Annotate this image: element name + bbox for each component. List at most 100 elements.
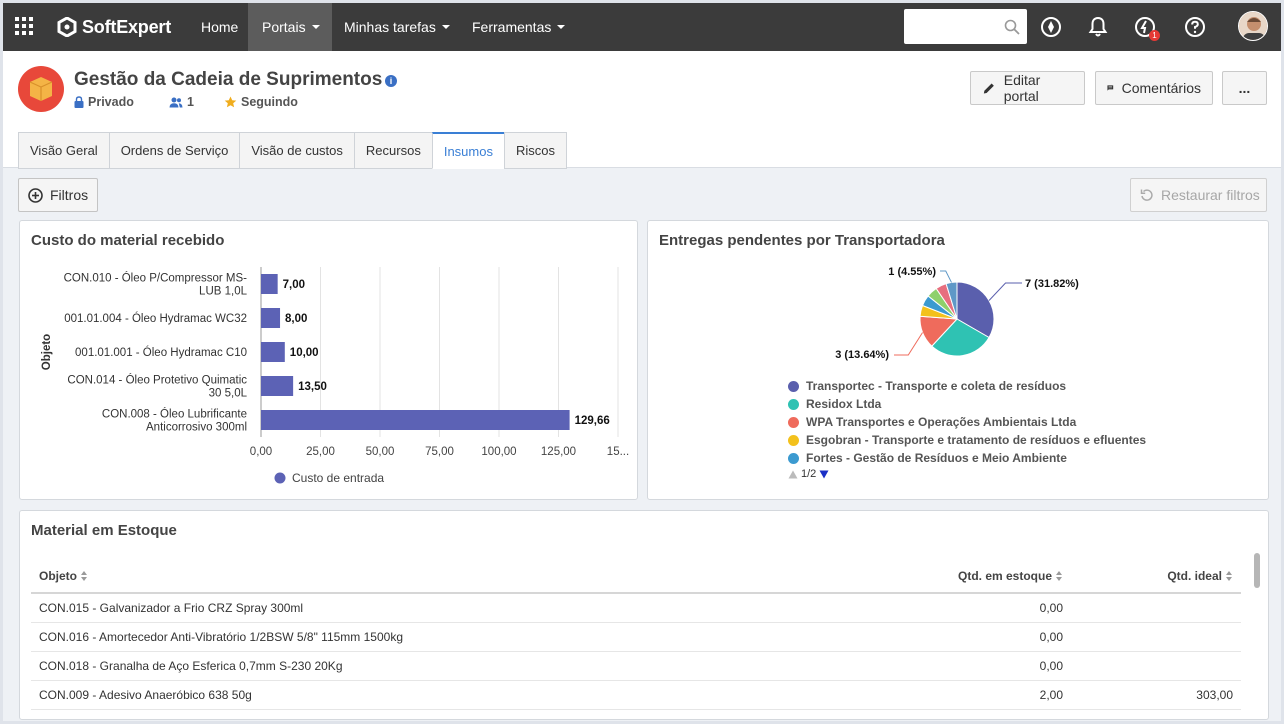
chevron-down-icon	[311, 25, 320, 29]
info-icon[interactable]: i	[385, 75, 397, 87]
table-scrollbar[interactable]	[1254, 553, 1260, 588]
pie-leader-line	[940, 270, 952, 283]
legend-item[interactable]: Transportec - Transporte e coleta de res…	[788, 377, 1146, 395]
page-up-arrow-icon[interactable]	[788, 470, 798, 479]
page-down-arrow-icon[interactable]	[819, 470, 829, 479]
tab-label: Recursos	[365, 143, 421, 158]
chevron-down-icon	[557, 25, 566, 29]
pie-data-label: 3 (13.64%)	[835, 349, 889, 361]
legend-item[interactable]: Fortes - Gestão de Resíduos e Meio Ambie…	[788, 449, 1146, 467]
legend-item[interactable]: Esgobran - Transporte e tratamento de re…	[788, 431, 1146, 449]
bar[interactable]	[261, 376, 294, 396]
tab-label: Visão de custos	[251, 143, 343, 158]
reset-filters-button[interactable]: Restaurar filtros	[1130, 178, 1267, 212]
x-tick-label: 75,00	[425, 446, 454, 458]
filters-button[interactable]: Filtros	[18, 178, 98, 212]
bell-icon[interactable]	[1086, 15, 1110, 39]
legend-item[interactable]: WPA Transportes e Operações Ambientais L…	[788, 413, 1146, 431]
star-icon	[224, 96, 237, 108]
table-row[interactable]: CON.009 - Adesivo Anaeróbico 638 50g 2,0…	[31, 680, 1241, 710]
plus-circle-icon	[28, 187, 43, 203]
column-header-qtd-ideal[interactable]: Qtd. ideal	[1071, 559, 1241, 594]
stock-table: Objeto Qtd. em estoque Qtd. ideal CON.01…	[31, 559, 1241, 710]
pie-slice[interactable]	[931, 318, 990, 357]
comments-button[interactable]: Comentários	[1095, 71, 1213, 105]
legend-marker[interactable]	[274, 472, 286, 484]
tab-visao-geral[interactable]: Visão Geral	[18, 132, 109, 169]
brand-name: SoftExpert	[82, 16, 172, 37]
column-header-objeto[interactable]: Objeto	[31, 559, 911, 594]
bar[interactable]	[261, 342, 285, 362]
following-label: Seguindo	[241, 95, 298, 109]
users-icon	[169, 97, 183, 107]
table-row[interactable]: CON.015 - Galvanizador a Frio CRZ Spray …	[31, 593, 1241, 623]
tab-ordens-de-servico[interactable]: Ordens de Serviço	[108, 132, 240, 169]
legend-marker	[788, 416, 799, 428]
cell-qtd-estoque: 2,00	[911, 680, 1071, 710]
portal-tabs: Visão Geral Ordens de Serviço Visão de c…	[18, 132, 567, 169]
apps-grid-icon[interactable]	[15, 17, 35, 37]
y-tick-label: LUB 1,0L	[199, 286, 248, 298]
x-tick-label: 125,00	[541, 446, 576, 458]
y-tick-label: 30 5,0L	[209, 388, 248, 400]
cell-objeto: CON.015 - Galvanizador a Frio CRZ Spray …	[31, 593, 911, 623]
edit-portal-button[interactable]: Editar portal	[970, 71, 1085, 105]
x-tick-label: 50,00	[366, 446, 395, 458]
more-options-button[interactable]: ...	[1222, 71, 1267, 105]
tab-label: Visão Geral	[30, 143, 98, 158]
bar[interactable]	[261, 410, 570, 430]
legend-label: Transportec - Transporte e coleta de res…	[806, 379, 1067, 393]
nav-home[interactable]: Home	[187, 3, 252, 51]
nav-portais[interactable]: Portais	[248, 3, 332, 51]
search-input[interactable]	[904, 9, 1027, 44]
cell-qtd-ideal	[1071, 622, 1241, 652]
activity-icon[interactable]: 1	[1133, 15, 1160, 41]
bar-value-label: 129,66	[575, 415, 610, 427]
pie-data-label: 7 (31.82%)	[1025, 278, 1079, 290]
filters-label: Filtros	[50, 187, 89, 203]
tab-riscos[interactable]: Riscos	[503, 132, 567, 169]
bar-value-label: 7,00	[283, 279, 305, 291]
nav-ferramentas[interactable]: Ferramentas	[458, 3, 579, 51]
compass-icon[interactable]	[1039, 15, 1063, 39]
sort-icon	[81, 571, 88, 582]
column-header-label: Qtd. em estoque	[957, 568, 1052, 583]
tab-recursos[interactable]: Recursos	[353, 132, 432, 169]
page-title: Gestão da Cadeia de Suprimentos	[74, 69, 383, 90]
bar[interactable]	[261, 308, 281, 328]
tab-label: Riscos	[515, 143, 555, 158]
y-tick-label: Anticorrosivo 300ml	[146, 422, 247, 434]
bar[interactable]	[261, 274, 278, 294]
members-count[interactable]: 1	[169, 95, 194, 109]
table-row[interactable]: CON.016 - Amortecedor Anti-Vibratório 1/…	[31, 622, 1241, 652]
table-row[interactable]: CON.018 - Granalha de Aço Esferica 0,7mm…	[31, 651, 1241, 681]
box-icon	[29, 77, 53, 101]
legend-marker	[788, 380, 799, 392]
cell-qtd-ideal: 303,00	[1071, 680, 1241, 710]
nav-home-label: Home	[201, 19, 239, 35]
x-tick-label: 0,00	[250, 446, 272, 458]
legend-label: Fortes - Gestão de Resíduos e Meio Ambie…	[806, 451, 1067, 465]
following-status[interactable]: Seguindo	[224, 95, 298, 109]
legend-item[interactable]: Residox Ltda	[788, 395, 1146, 413]
y-tick-label: 001.01.001 - Óleo Hydramac C10	[75, 346, 247, 359]
tab-visao-de-custos[interactable]: Visão de custos	[239, 132, 354, 169]
app-frame: SoftExpert Home Portais Minhas tarefas F…	[3, 3, 1281, 721]
avatar[interactable]	[1238, 11, 1268, 41]
legend-label[interactable]: Custo de entrada	[292, 471, 384, 485]
bar-value-label: 13,50	[298, 381, 327, 393]
help-icon[interactable]	[1183, 15, 1207, 39]
nav-ferramentas-label: Ferramentas	[472, 19, 552, 35]
nav-minhas-tarefas[interactable]: Minhas tarefas	[330, 3, 464, 51]
reset-filters-label: Restaurar filtros	[1161, 187, 1260, 203]
cell-qtd-estoque: 0,00	[911, 593, 1071, 623]
sort-icon	[1056, 571, 1063, 582]
column-header-qtd-estoque[interactable]: Qtd. em estoque	[911, 559, 1071, 594]
x-tick-label: 100,00	[481, 446, 516, 458]
cell-qtd-estoque: 0,00	[911, 622, 1071, 652]
search-icon[interactable]	[1004, 19, 1020, 35]
lock-icon	[74, 96, 84, 108]
tab-insumos[interactable]: Insumos	[431, 132, 504, 169]
notification-badge: 1	[1149, 30, 1160, 41]
brand-logo[interactable]: SoftExpert	[57, 15, 171, 39]
